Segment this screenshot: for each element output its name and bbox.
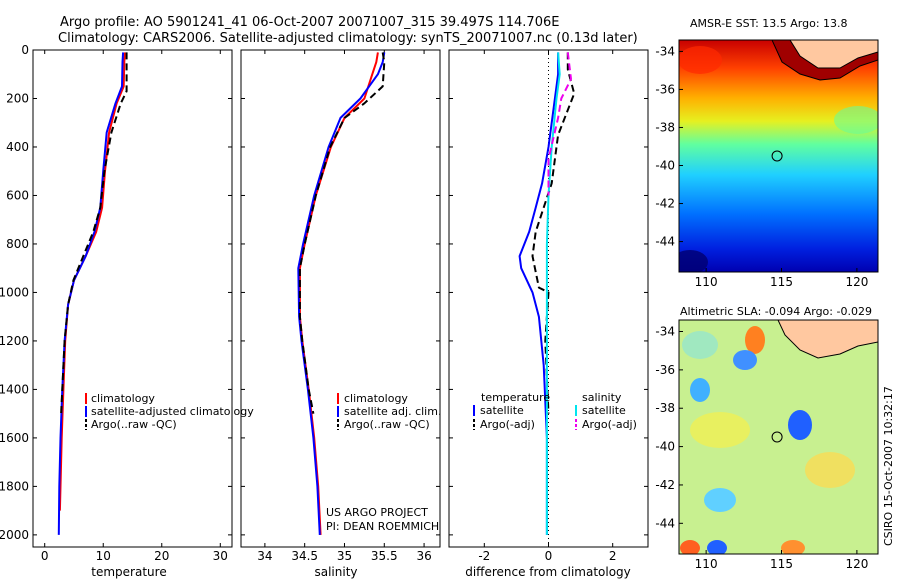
sst-map-frame <box>678 39 879 273</box>
temperature-xtick-label: 30 <box>213 549 228 563</box>
difference-xtick-label: 2 <box>609 549 617 563</box>
salinity-xtick-label: 36 <box>416 549 431 563</box>
temperature-panel <box>32 49 233 548</box>
salinity-series-line <box>297 52 386 535</box>
legend-label-satellite: satellite-adjusted climatology <box>91 405 254 418</box>
difference-xtick-label: -2 <box>478 549 490 563</box>
depth-tick-label: 1400 <box>0 382 29 396</box>
sst-map-xtick-label: 115 <box>770 275 793 289</box>
salinity-xtick-label: 35.5 <box>371 549 398 563</box>
depth-tick-label: 600 <box>6 188 29 202</box>
sla-blob <box>690 412 750 448</box>
depth-tick-label: 800 <box>6 237 29 251</box>
project-credit: US ARGO PROJECT <box>326 506 428 519</box>
legend-label-sal-satellite: satellite <box>582 404 626 417</box>
depth-tick-label: 400 <box>6 140 29 154</box>
sst-map-ytick-label: -44 <box>655 235 675 249</box>
difference-series-line <box>547 52 572 196</box>
legend-label-temp-argo: Argo(-adj) <box>480 418 535 431</box>
sst-field <box>679 40 878 272</box>
sst-map-xtick-label: 120 <box>845 275 868 289</box>
salinity-panel <box>240 49 441 548</box>
sst-warm-patch <box>679 46 722 74</box>
sla-map-ytick-label: -42 <box>655 478 675 492</box>
salinity-legend: climatology satellite adj. clim. Argo(..… <box>337 392 441 431</box>
sla-blob <box>704 488 736 512</box>
difference-xlabel: difference from climatology <box>465 565 631 579</box>
temperature-xtick-label: 20 <box>154 549 169 563</box>
sla-map-ytick-label: -36 <box>655 363 675 377</box>
legend-label-sal-argo: Argo(-adj) <box>582 418 637 431</box>
sla-blob <box>690 378 710 402</box>
depth-tick-label: 200 <box>6 91 29 105</box>
legend-label-argo: Argo(..raw -QC) <box>344 418 430 431</box>
temperature-legend: climatology satellite-adjusted climatolo… <box>85 392 254 431</box>
depth-tick-label: 1000 <box>0 285 29 299</box>
sla-map <box>679 320 878 554</box>
difference-xtick-label: 0 <box>545 549 553 563</box>
sla-blob <box>733 350 757 370</box>
figure-title-line2: Climatology: CARS2006. Satellite-adjuste… <box>58 31 638 46</box>
legend-label-climatology: climatology <box>91 392 155 405</box>
depth-tick-label: 1800 <box>0 479 29 493</box>
legend-label-argo: Argo(..raw -QC) <box>91 418 177 431</box>
sla-blob <box>788 410 812 440</box>
depth-tick-label: 1600 <box>0 431 29 445</box>
sst-profile-location-marker <box>771 150 783 162</box>
temperature-series-line <box>57 52 125 535</box>
sla-map-ytick-label: -40 <box>655 440 675 454</box>
sst-map-xtick-label: 110 <box>695 275 718 289</box>
sst-map-ytick-label: -38 <box>655 120 675 134</box>
salinity-xlabel: salinity <box>314 565 357 579</box>
salinity-xtick-label: 35 <box>337 549 352 563</box>
sla-profile-location-marker <box>771 431 783 443</box>
legend-head-temperature: temperature <box>481 391 550 404</box>
sla-blob <box>781 540 805 554</box>
sla-map-title: Altimetric SLA: -0.094 Argo: -0.029 <box>680 305 872 318</box>
salinity-xtick-label: 34.5 <box>291 549 318 563</box>
sst-cool-patch <box>834 106 878 134</box>
temperature-xlabel: temperature <box>91 565 166 579</box>
sst-map-ytick-label: -40 <box>655 159 675 173</box>
temperature-xtick-label: 10 <box>96 549 111 563</box>
legend-label-climatology: climatology <box>344 392 408 405</box>
sst-cold-patch <box>679 250 708 272</box>
sst-map-title: AMSR-E SST: 13.5 Argo: 13.8 <box>690 17 848 30</box>
legend-head-salinity: salinity <box>582 391 622 404</box>
legend-label-satellite: satellite adj. clim. <box>344 405 441 418</box>
salinity-xtick-label: 34 <box>257 549 272 563</box>
temperature-xtick-label: 0 <box>41 549 49 563</box>
sla-map-ytick-label: -34 <box>655 325 675 339</box>
depth-tick-label: 0 <box>21 43 29 57</box>
sla-blob <box>680 540 700 554</box>
pi-credit: PI: DEAN ROEMMICH <box>326 520 439 533</box>
sla-blob <box>682 331 718 359</box>
temperature-series-line <box>60 52 128 414</box>
sla-blob <box>707 540 727 554</box>
csiro-timestamp: CSIRO 15-Oct-2007 10:32:17 <box>882 386 895 546</box>
sst-coast-inner <box>789 40 878 69</box>
sla-map-ytick-label: -38 <box>655 401 675 415</box>
difference-series-line <box>518 52 560 535</box>
sst-map-ytick-label: -36 <box>655 82 675 96</box>
legend-label-temp-satellite: satellite <box>480 404 524 417</box>
sla-map-xtick-label: 110 <box>695 557 718 571</box>
sla-blob <box>805 452 855 488</box>
figure-title-line1: Argo profile: AO 5901241_41 06-Oct-2007 … <box>60 15 559 30</box>
sla-land <box>777 320 878 359</box>
sla-map-ytick-label: -44 <box>655 516 675 530</box>
sla-map-frame <box>678 319 879 555</box>
sst-map-ytick-label: -42 <box>655 197 675 211</box>
sla-map-xtick-label: 120 <box>845 557 868 571</box>
sst-map-ytick-label: -34 <box>655 44 675 58</box>
depth-tick-label: 2000 <box>0 528 29 542</box>
difference-legend: temperature salinity satellite Argo(-adj… <box>473 391 637 431</box>
sla-map-xtick-label: 115 <box>770 557 793 571</box>
sla-blob <box>745 326 765 354</box>
sst-map <box>679 40 878 272</box>
salinity-series-line <box>298 52 386 414</box>
depth-tick-label: 1200 <box>0 334 29 348</box>
